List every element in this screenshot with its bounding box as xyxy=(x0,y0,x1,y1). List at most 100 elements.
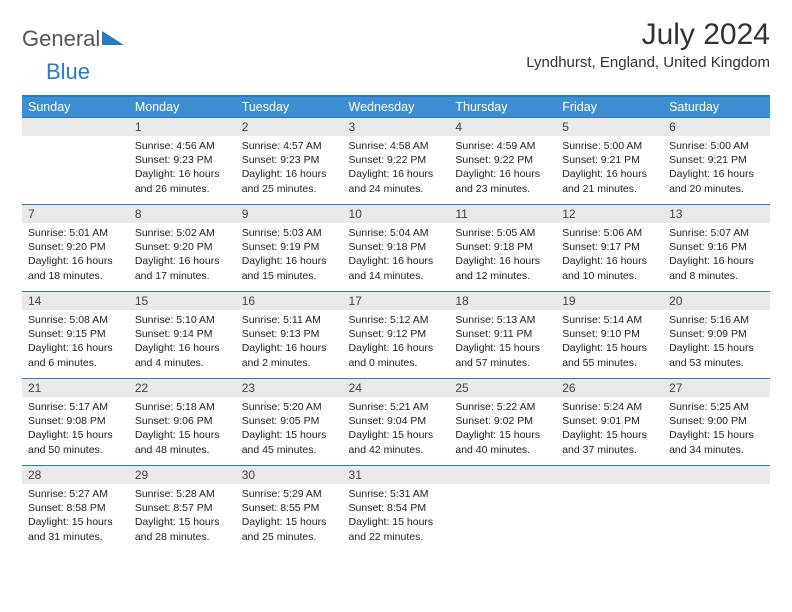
sunrise-line: Sunrise: 4:58 AM xyxy=(349,139,444,153)
day-body: Sunrise: 5:20 AMSunset: 9:05 PMDaylight:… xyxy=(236,397,343,465)
sunrise-line: Sunrise: 5:10 AM xyxy=(135,313,230,327)
day-number: 14 xyxy=(22,292,129,310)
daylight-line: Daylight: 16 hours and 23 minutes. xyxy=(455,167,550,195)
daylight-line: Daylight: 15 hours and 25 minutes. xyxy=(242,515,337,543)
day-body: Sunrise: 5:01 AMSunset: 9:20 PMDaylight:… xyxy=(22,223,129,291)
day-number: 26 xyxy=(556,379,663,397)
sunset-line: Sunset: 9:20 PM xyxy=(135,240,230,254)
day-header: Thursday xyxy=(449,96,556,118)
day-body: Sunrise: 5:06 AMSunset: 9:17 PMDaylight:… xyxy=(556,223,663,291)
sunrise-line: Sunrise: 5:04 AM xyxy=(349,226,444,240)
sunrise-line: Sunrise: 5:00 AM xyxy=(562,139,657,153)
title-block: July 2024 Lyndhurst, England, United Kin… xyxy=(526,18,770,71)
sunset-line: Sunset: 9:18 PM xyxy=(349,240,444,254)
day-cell: 25Sunrise: 5:22 AMSunset: 9:02 PMDayligh… xyxy=(449,379,556,466)
day-body: Sunrise: 5:03 AMSunset: 9:19 PMDaylight:… xyxy=(236,223,343,291)
sunset-line: Sunset: 9:23 PM xyxy=(135,153,230,167)
sunset-line: Sunset: 9:08 PM xyxy=(28,414,123,428)
logo-text-general: General xyxy=(22,26,100,52)
day-cell xyxy=(556,466,663,553)
sunrise-line: Sunrise: 5:12 AM xyxy=(349,313,444,327)
day-number: 23 xyxy=(236,379,343,397)
sunrise-line: Sunrise: 5:24 AM xyxy=(562,400,657,414)
daylight-line: Daylight: 16 hours and 18 minutes. xyxy=(28,254,123,282)
day-body: Sunrise: 5:08 AMSunset: 9:15 PMDaylight:… xyxy=(22,310,129,378)
day-number-empty xyxy=(22,118,129,136)
day-number: 11 xyxy=(449,205,556,223)
day-number: 22 xyxy=(129,379,236,397)
sunrise-line: Sunrise: 5:13 AM xyxy=(455,313,550,327)
sunset-line: Sunset: 9:00 PM xyxy=(669,414,764,428)
sunset-line: Sunset: 9:22 PM xyxy=(349,153,444,167)
day-number-empty xyxy=(556,466,663,484)
calendar-table: SundayMondayTuesdayWednesdayThursdayFrid… xyxy=(22,95,770,552)
sunset-line: Sunset: 8:58 PM xyxy=(28,501,123,515)
day-cell: 31Sunrise: 5:31 AMSunset: 8:54 PMDayligh… xyxy=(343,466,450,553)
day-cell: 1Sunrise: 4:56 AMSunset: 9:23 PMDaylight… xyxy=(129,118,236,205)
day-body: Sunrise: 5:31 AMSunset: 8:54 PMDaylight:… xyxy=(343,484,450,552)
day-body: Sunrise: 5:25 AMSunset: 9:00 PMDaylight:… xyxy=(663,397,770,465)
day-body: Sunrise: 5:00 AMSunset: 9:21 PMDaylight:… xyxy=(663,136,770,204)
day-body: Sunrise: 5:16 AMSunset: 9:09 PMDaylight:… xyxy=(663,310,770,378)
day-cell: 26Sunrise: 5:24 AMSunset: 9:01 PMDayligh… xyxy=(556,379,663,466)
sunset-line: Sunset: 9:23 PM xyxy=(242,153,337,167)
day-header: Saturday xyxy=(663,96,770,118)
sunrise-line: Sunrise: 5:25 AM xyxy=(669,400,764,414)
sunset-line: Sunset: 9:09 PM xyxy=(669,327,764,341)
sunset-line: Sunset: 9:21 PM xyxy=(562,153,657,167)
sunset-line: Sunset: 9:13 PM xyxy=(242,327,337,341)
sunrise-line: Sunrise: 5:27 AM xyxy=(28,487,123,501)
day-number: 2 xyxy=(236,118,343,136)
sunset-line: Sunset: 9:18 PM xyxy=(455,240,550,254)
daylight-line: Daylight: 15 hours and 22 minutes. xyxy=(349,515,444,543)
day-number: 16 xyxy=(236,292,343,310)
week-row: 14Sunrise: 5:08 AMSunset: 9:15 PMDayligh… xyxy=(22,292,770,379)
day-body: Sunrise: 5:05 AMSunset: 9:18 PMDaylight:… xyxy=(449,223,556,291)
daylight-line: Daylight: 16 hours and 17 minutes. xyxy=(135,254,230,282)
daylight-line: Daylight: 16 hours and 6 minutes. xyxy=(28,341,123,369)
daylight-line: Daylight: 16 hours and 2 minutes. xyxy=(242,341,337,369)
daylight-line: Daylight: 16 hours and 25 minutes. xyxy=(242,167,337,195)
day-number-empty xyxy=(663,466,770,484)
daylight-line: Daylight: 16 hours and 20 minutes. xyxy=(669,167,764,195)
sunset-line: Sunset: 9:19 PM xyxy=(242,240,337,254)
day-body: Sunrise: 4:59 AMSunset: 9:22 PMDaylight:… xyxy=(449,136,556,204)
daylight-line: Daylight: 15 hours and 28 minutes. xyxy=(135,515,230,543)
day-cell: 10Sunrise: 5:04 AMSunset: 9:18 PMDayligh… xyxy=(343,205,450,292)
sunset-line: Sunset: 9:05 PM xyxy=(242,414,337,428)
sunset-line: Sunset: 9:21 PM xyxy=(669,153,764,167)
daylight-line: Daylight: 16 hours and 12 minutes. xyxy=(455,254,550,282)
day-cell: 4Sunrise: 4:59 AMSunset: 9:22 PMDaylight… xyxy=(449,118,556,205)
day-body-empty xyxy=(663,484,770,552)
day-body: Sunrise: 4:56 AMSunset: 9:23 PMDaylight:… xyxy=(129,136,236,204)
day-body: Sunrise: 5:07 AMSunset: 9:16 PMDaylight:… xyxy=(663,223,770,291)
day-number: 25 xyxy=(449,379,556,397)
daylight-line: Daylight: 15 hours and 57 minutes. xyxy=(455,341,550,369)
sunrise-line: Sunrise: 5:16 AM xyxy=(669,313,764,327)
day-cell: 5Sunrise: 5:00 AMSunset: 9:21 PMDaylight… xyxy=(556,118,663,205)
day-body: Sunrise: 4:58 AMSunset: 9:22 PMDaylight:… xyxy=(343,136,450,204)
sunrise-line: Sunrise: 5:17 AM xyxy=(28,400,123,414)
day-number: 17 xyxy=(343,292,450,310)
daylight-line: Daylight: 16 hours and 14 minutes. xyxy=(349,254,444,282)
sunset-line: Sunset: 8:57 PM xyxy=(135,501,230,515)
sunrise-line: Sunrise: 5:00 AM xyxy=(669,139,764,153)
daylight-line: Daylight: 15 hours and 48 minutes. xyxy=(135,428,230,456)
day-body: Sunrise: 5:17 AMSunset: 9:08 PMDaylight:… xyxy=(22,397,129,465)
day-header: Sunday xyxy=(22,96,129,118)
sunset-line: Sunset: 9:14 PM xyxy=(135,327,230,341)
day-cell: 17Sunrise: 5:12 AMSunset: 9:12 PMDayligh… xyxy=(343,292,450,379)
day-body: Sunrise: 5:02 AMSunset: 9:20 PMDaylight:… xyxy=(129,223,236,291)
sunset-line: Sunset: 8:54 PM xyxy=(349,501,444,515)
day-cell: 23Sunrise: 5:20 AMSunset: 9:05 PMDayligh… xyxy=(236,379,343,466)
day-number: 7 xyxy=(22,205,129,223)
day-cell: 21Sunrise: 5:17 AMSunset: 9:08 PMDayligh… xyxy=(22,379,129,466)
daylight-line: Daylight: 16 hours and 21 minutes. xyxy=(562,167,657,195)
logo: General xyxy=(22,26,124,52)
day-number: 18 xyxy=(449,292,556,310)
sunrise-line: Sunrise: 4:57 AM xyxy=(242,139,337,153)
day-body-empty xyxy=(449,484,556,552)
day-number: 21 xyxy=(22,379,129,397)
sunset-line: Sunset: 9:10 PM xyxy=(562,327,657,341)
sunrise-line: Sunrise: 5:03 AM xyxy=(242,226,337,240)
